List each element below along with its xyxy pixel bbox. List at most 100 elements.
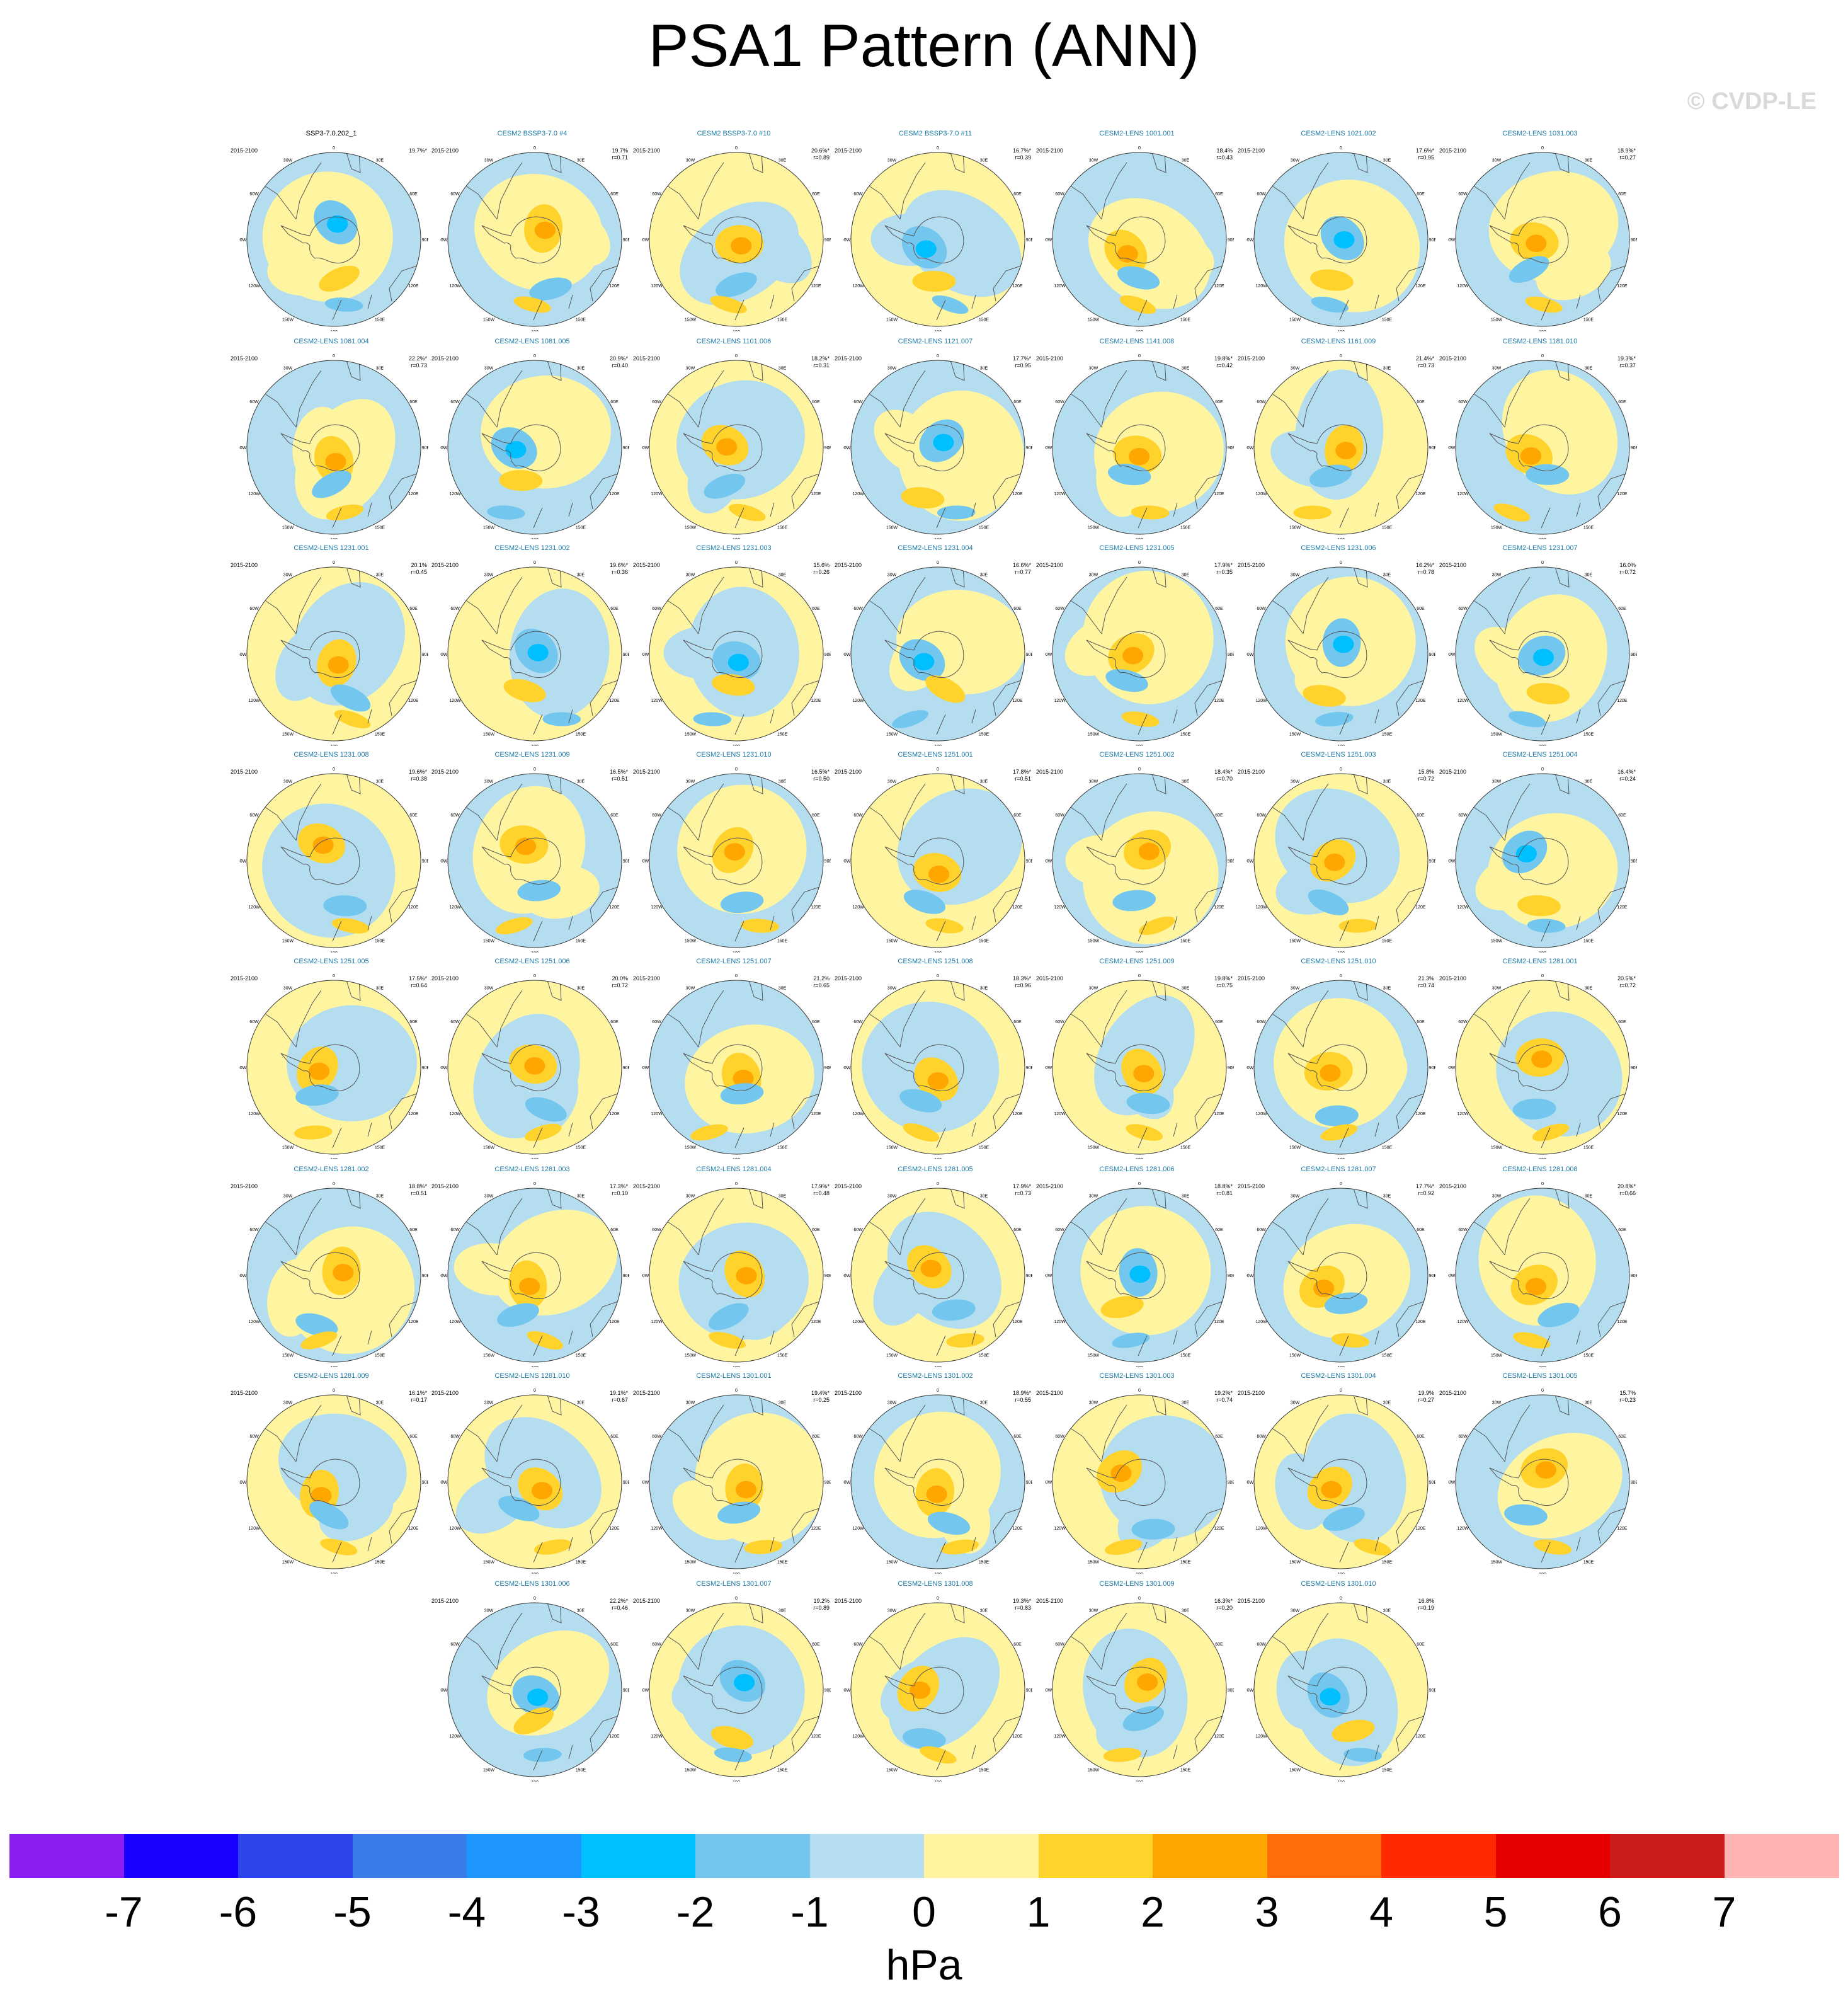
anomaly-contour <box>720 891 764 914</box>
longitude-label: 30W <box>1089 987 1098 991</box>
longitude-label: 90W <box>843 1274 851 1278</box>
colorbar-swatch <box>352 1834 467 1878</box>
longitude-label: 150E <box>576 732 586 736</box>
longitude-label: 120E <box>1617 284 1628 289</box>
longitude-label: 0 <box>533 767 536 772</box>
map-border <box>246 360 421 535</box>
longitude-label: 150W <box>1491 318 1503 322</box>
longitude-label: 90W <box>642 653 649 657</box>
colorbar-swatch <box>1153 1834 1267 1878</box>
longitude-label: 0 <box>533 146 536 151</box>
map-panel: CESM2-LENS 1251.001 2015-2100 17.8%* r=0.51… <box>835 751 1036 953</box>
longitude-label: 0 <box>735 146 738 151</box>
longitude-label: 60W <box>1055 813 1064 818</box>
longitude-label: 60W <box>450 813 460 818</box>
africa-coastline <box>748 774 763 794</box>
longitude-label: 60W <box>853 607 863 611</box>
longitude-label: 60E <box>409 400 418 404</box>
anomaly-contour <box>327 215 348 233</box>
variance-explained: 16.0% <box>1619 562 1636 568</box>
new-zealand-coastline <box>1138 507 1148 529</box>
antarctica-coastline <box>280 1458 360 1506</box>
map-panel: CESM2-LENS 1161.009 2015-2100 21.4%* r=0.73… <box>1238 338 1439 539</box>
longitude-label: 60E <box>409 1020 418 1024</box>
longitude-label: 30W <box>887 780 897 784</box>
panel-period: 2015-2100 <box>633 769 661 775</box>
anomaly-contour <box>910 1682 931 1699</box>
longitude-label: 0 <box>1340 1182 1342 1186</box>
anomaly-contour <box>1531 1050 1553 1069</box>
longitude-label: 90W <box>843 1481 851 1485</box>
anomaly-contour <box>926 1485 947 1503</box>
longitude-label: 30E <box>1585 367 1593 371</box>
africa-coastline <box>1151 774 1166 794</box>
map-panel: CESM2-LENS 1251.003 2015-2100 15.8% r=0.72 0… <box>1238 751 1439 953</box>
antarctica-coastline <box>1489 424 1569 472</box>
longitude-label: 0 <box>1340 767 1342 772</box>
anomaly-contour <box>1107 464 1151 486</box>
longitude-label: 60W <box>1458 1435 1468 1439</box>
variance-explained: 18.8%* <box>1214 1183 1233 1189</box>
longitude-label: 120W <box>248 1112 260 1116</box>
anomaly-contour <box>733 1069 754 1087</box>
polar-map: 030E60E90E120E150E180150W120W90W60W30W <box>642 561 831 746</box>
pattern-correlation: r=0.23 <box>1619 1397 1636 1403</box>
anomaly-contour <box>533 1539 572 1555</box>
longitude-label: 120E <box>1617 1112 1628 1116</box>
antarctica-coastline <box>683 1252 763 1300</box>
longitude-label: 90E <box>1631 1481 1637 1485</box>
panel-title: CESM2 BSSP3-7.0 #11 <box>899 130 972 137</box>
panel-variance: 19.7% r=0.71 <box>612 147 628 161</box>
map-border <box>1253 152 1429 327</box>
panel-period: 2015-2100 <box>431 1183 459 1189</box>
longitude-label: 180 <box>934 745 942 746</box>
anomaly-contour <box>731 237 752 255</box>
pattern-correlation: r=0.35 <box>1216 569 1233 575</box>
panel-variance: 17.7%* r=0.95 <box>1013 355 1031 369</box>
antarctica-coastline <box>884 1044 964 1092</box>
pattern-correlation: r=0.39 <box>1015 154 1031 161</box>
longitude-label: 150W <box>1088 1560 1100 1564</box>
anomaly-contour <box>1275 1453 1330 1530</box>
polar-map: 030E60E90E120E150E180150W120W90W60W30W <box>239 767 428 953</box>
longitude-label: 30E <box>1383 780 1391 784</box>
anomaly-contour <box>717 1501 761 1524</box>
longitude-label: 150W <box>1491 1560 1503 1564</box>
africa-coastline <box>1554 1188 1570 1209</box>
longitude-label: 180 <box>1337 1158 1345 1159</box>
longitude-label: 150W <box>685 1353 697 1358</box>
pattern-correlation: r=0.27 <box>1619 154 1636 161</box>
africa-coastline <box>1353 152 1368 173</box>
longitude-label: 150W <box>282 939 294 943</box>
antarctica-coastline <box>683 424 763 472</box>
longitude-label: 120E <box>811 284 821 289</box>
variance-explained: 19.2%* <box>1214 1390 1233 1396</box>
longitude-label: 150E <box>979 939 990 943</box>
africa-coastline <box>950 567 965 588</box>
longitude-label: 120E <box>1012 905 1023 910</box>
map-border <box>447 1188 622 1363</box>
panel-variance: 18.9%* r=0.27 <box>1617 147 1636 161</box>
longitude-label: 30E <box>1585 780 1593 784</box>
longitude-label: 0 <box>1340 974 1342 978</box>
pattern-correlation: r=0.17 <box>411 1397 427 1403</box>
longitude-label: 60E <box>812 400 820 404</box>
longitude-label: 90E <box>1228 1688 1234 1693</box>
panel-title: CESM2-LENS 1231.001 <box>294 544 369 552</box>
longitude-label: 120W <box>651 699 663 703</box>
longitude-label: 30E <box>376 1195 384 1199</box>
panel-variance: 18.4% r=0.43 <box>1216 147 1233 161</box>
anomaly-contour <box>275 627 334 701</box>
longitude-label: 30E <box>1383 1401 1391 1406</box>
map-panel: CESM2-LENS 1301.008 2015-2100 19.3%* r=0.83… <box>835 1580 1036 1782</box>
australia-coastline <box>1576 679 1629 724</box>
anomaly-contour <box>1324 1292 1368 1314</box>
longitude-label: 120E <box>1415 699 1426 703</box>
longitude-label: 90E <box>1631 1066 1637 1070</box>
longitude-label: 30W <box>686 987 695 991</box>
panel-variance: 19.3%* r=0.37 <box>1617 355 1636 369</box>
panel-title: CESM2-LENS 1251.010 <box>1301 958 1376 965</box>
map-border <box>246 1188 421 1363</box>
anomaly-contour <box>1103 1748 1142 1762</box>
longitude-label: 150W <box>1491 732 1503 736</box>
